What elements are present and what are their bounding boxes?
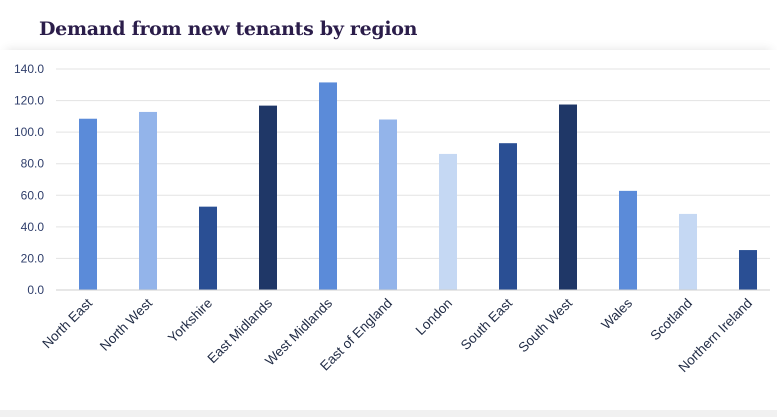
y-tick-label: 20.0 — [21, 251, 45, 265]
y-tick-label: 100.0 — [14, 125, 44, 139]
bar-south-west — [559, 104, 577, 291]
x-tick-label: Wales — [598, 295, 635, 332]
bar-yorkshire — [199, 206, 217, 290]
bar-east-of-england — [379, 119, 397, 290]
x-tick-label: Scotland — [647, 296, 695, 344]
bar-south-east — [499, 143, 517, 290]
y-tick-label: 0.0 — [27, 283, 44, 297]
bar-north-west — [139, 111, 157, 291]
bar-west-midlands — [319, 82, 337, 291]
bar-north-east — [79, 118, 97, 290]
x-tick-label: London — [413, 296, 455, 338]
bar-wales — [619, 190, 637, 290]
bar-northern-ireland — [739, 250, 757, 290]
gridlines — [56, 68, 770, 259]
y-tick-label: 40.0 — [21, 220, 45, 234]
bottom-strip — [0, 410, 777, 417]
y-tick-label: 140.0 — [14, 62, 44, 76]
x-tick-label: South East — [458, 295, 515, 352]
x-tick-label: Yorkshire — [165, 296, 215, 346]
bars — [79, 82, 757, 291]
bar-scotland — [679, 213, 697, 290]
y-tick-label: 60.0 — [21, 188, 45, 202]
x-tick-label: North West — [97, 295, 155, 353]
chart-title: Demand from new tenants by region — [39, 18, 418, 40]
bar-east-midlands — [259, 105, 277, 290]
y-axis-ticks: 0.0 20.0 40.0 60.0 80.0 100.0 120.0 140.0 — [14, 62, 44, 297]
x-tick-label: South West — [515, 295, 575, 355]
y-tick-label: 120.0 — [14, 94, 44, 108]
bar-london — [439, 153, 457, 290]
x-tick-label: North East — [39, 295, 95, 351]
y-tick-label: 80.0 — [21, 157, 45, 171]
